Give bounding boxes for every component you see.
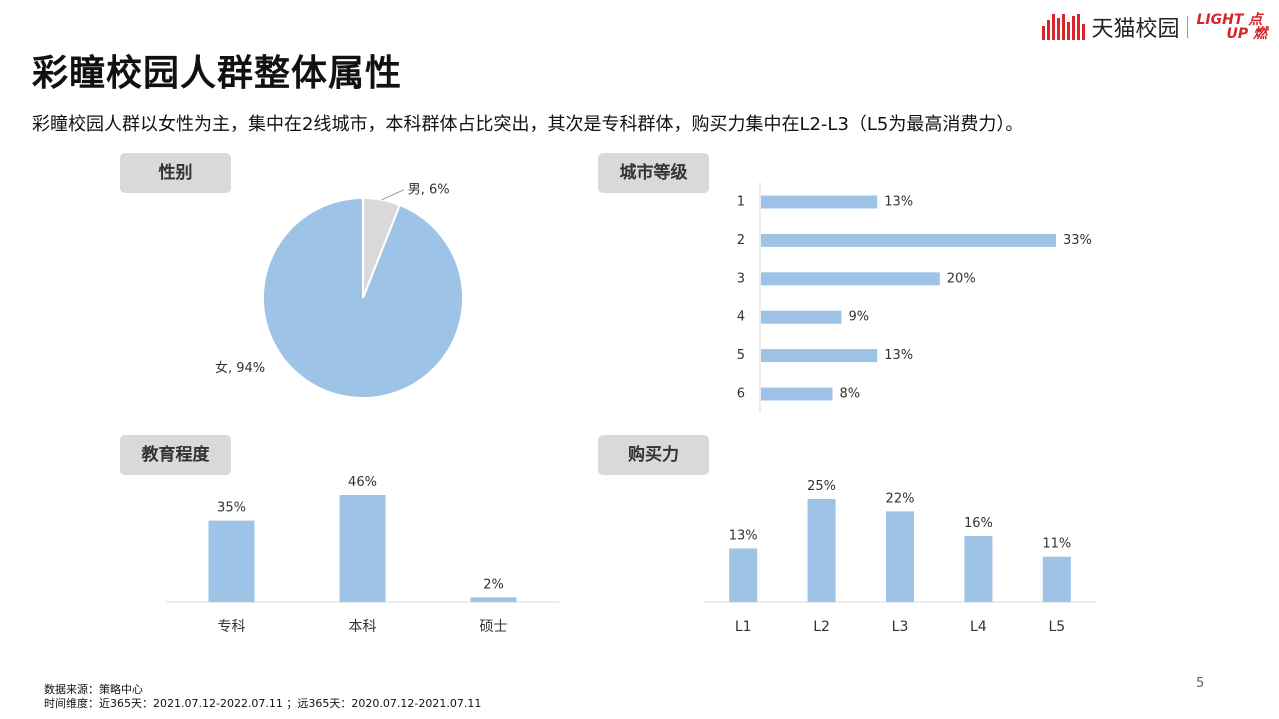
page-number: 5: [1196, 676, 1205, 691]
page-subtitle: 彩瞳校园人群以女性为主，集中在2线城市，本科群体占比突出，其次是专科群体，购买力…: [32, 114, 1024, 135]
section-label-purchase: 购买力: [598, 435, 709, 475]
pie-label-1: 女, 94%: [215, 360, 265, 376]
logo-dian-text: 点: [1248, 12, 1263, 28]
edu-value-label-0: 35%: [217, 501, 246, 516]
purchase-power-bar-chart: 13% L1 25% L2 22% L3 16% L4 11% L5: [704, 479, 1096, 635]
buy-value-label-1: 25%: [807, 479, 836, 494]
city-tick-label-1: 2: [737, 233, 745, 248]
city-tick-label-2: 3: [737, 271, 745, 286]
logo-divider: [1187, 16, 1189, 38]
city-tick-label-4: 5: [737, 348, 745, 363]
pie-slice-1: [262, 196, 464, 399]
gender-pie-chart: 男, 6% 女, 94%: [215, 182, 464, 399]
edu-tick-label-1: 本科: [349, 619, 377, 635]
city-bar-3: [761, 310, 842, 324]
city-bar-4: [761, 349, 878, 363]
logo-ran-text: 燃: [1253, 26, 1267, 42]
logo-text: 天猫校园: [1091, 17, 1180, 42]
buy-value-label-4: 11%: [1042, 537, 1071, 552]
city-value-label-2: 20%: [947, 271, 976, 286]
pie-label-0: 男, 6%: [408, 182, 450, 197]
education-bar-chart: 35% 专科 46% 本科 2% 硕士: [166, 475, 559, 635]
buy-value-label-2: 22%: [886, 491, 915, 506]
edu-value-label-1: 46%: [348, 475, 377, 490]
buy-tick-label-0: L1: [735, 619, 752, 635]
edu-bar-0: [208, 520, 255, 602]
buy-tick-label-3: L4: [970, 619, 987, 635]
buy-tick-label-2: L3: [892, 619, 909, 635]
city-value-label-0: 13%: [884, 195, 913, 210]
section-label-city: 城市等级: [598, 153, 709, 193]
buy-value-label-0: 13%: [729, 528, 758, 543]
buy-bar-2: [886, 511, 914, 602]
buy-bar-0: [729, 548, 758, 602]
pie-leader-line-0: [381, 189, 404, 201]
lightup-logo: LIGHT 点 UP 燃: [1196, 13, 1267, 41]
buy-bar-4: [1042, 556, 1071, 602]
city-level-bar-chart: 1 13% 2 33% 3 20% 4 9% 5 13% 6 8%: [737, 182, 1092, 412]
buy-bar-1: [807, 499, 836, 602]
logo-up-text: UP: [1226, 26, 1249, 42]
buy-value-label-3: 16%: [964, 516, 993, 531]
edu-tick-label-0: 专科: [218, 619, 246, 635]
city-bar-1: [761, 233, 1056, 247]
edu-tick-label-2: 硕士: [480, 619, 508, 635]
city-value-label-1: 33%: [1063, 233, 1092, 248]
city-bar-2: [761, 272, 940, 286]
city-tick-label-3: 4: [737, 310, 745, 325]
data-source-note: 数据来源：策略中心: [44, 683, 143, 696]
edu-bar-2: [470, 597, 517, 602]
section-label-education: 教育程度: [120, 435, 231, 475]
buy-bar-3: [964, 536, 993, 602]
city-value-label-5: 8%: [840, 387, 861, 402]
city-tick-label-0: 1: [737, 195, 745, 210]
time-range-note: 时间维度：近365天：2021.07.12-2022.07.11 ；远365天：…: [44, 697, 482, 710]
city-tick-label-5: 6: [737, 387, 745, 402]
city-value-label-3: 9%: [848, 310, 869, 325]
city-value-label-4: 13%: [884, 348, 913, 363]
page-title: 彩瞳校园人群整体属性: [32, 53, 403, 94]
city-bar-5: [761, 387, 833, 401]
buy-tick-label-4: L5: [1048, 619, 1065, 635]
brand-logo: 天猫校园 LIGHT 点 UP 燃: [1042, 10, 1267, 44]
buy-tick-label-1: L2: [813, 619, 830, 635]
city-bar-0: [761, 195, 878, 209]
edu-bar-1: [339, 495, 386, 602]
footnote: 数据来源：策略中心 时间维度：近365天：2021.07.12-2022.07.…: [44, 683, 481, 711]
section-label-gender: 性别: [120, 153, 231, 193]
logo-bars-icon: [1042, 14, 1086, 40]
logo-light-text: LIGHT: [1196, 12, 1244, 28]
edu-value-label-2: 2%: [483, 577, 504, 592]
